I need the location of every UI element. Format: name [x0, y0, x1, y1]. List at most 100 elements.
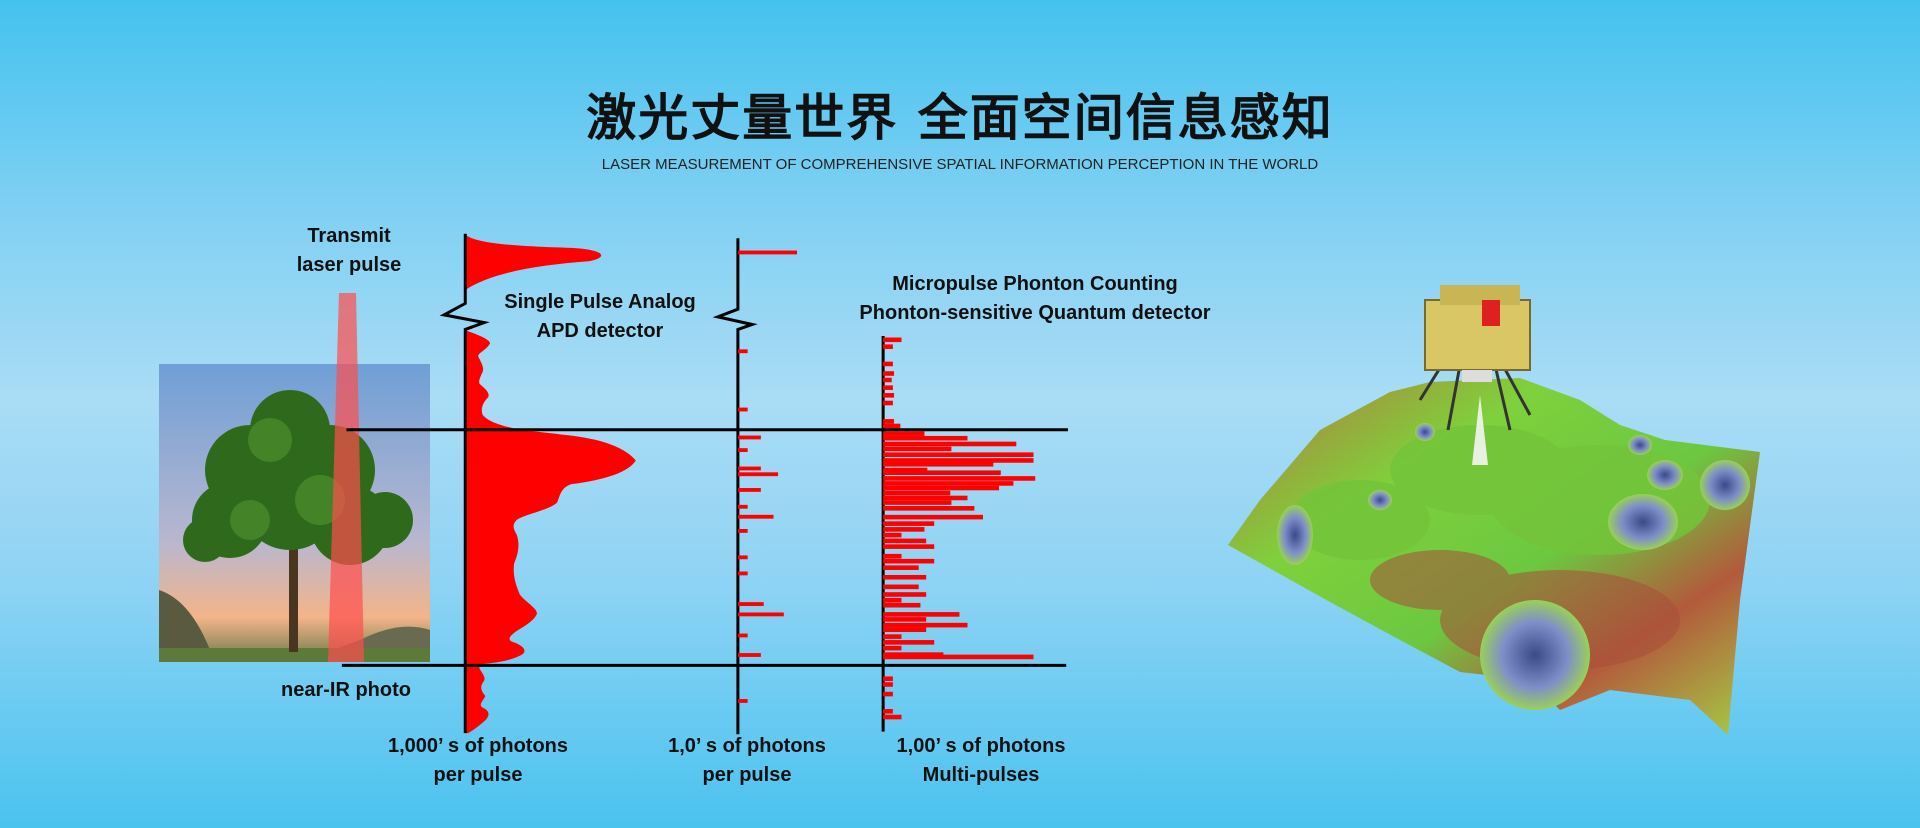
photon-count-bar	[883, 597, 902, 603]
photon-count-bar	[883, 500, 952, 505]
axis-label-analog-line1: 1,000’ s of photons	[387, 735, 569, 757]
lunar-terrain-map	[1228, 378, 1760, 735]
lunar-lander	[1418, 285, 1532, 465]
axis-label-single: 1,0’ s of photons per pulse	[668, 732, 826, 790]
photon-count-bar	[883, 652, 944, 657]
photon-count-bar	[883, 495, 968, 501]
transmit-label-line1: Transmit	[307, 225, 391, 247]
transmit-label-line2: laser pulse	[296, 254, 402, 276]
laser-beam	[328, 293, 364, 662]
photon-count-bar	[883, 682, 893, 687]
photon-count-bar	[883, 337, 902, 343]
photon-count-bar	[737, 472, 779, 477]
photon-count-bar	[737, 653, 761, 657]
micropulse-label-line1: Micropulse Phonton Counting	[892, 273, 1178, 295]
page-title: 激光丈量世界 全面空间信息感知	[586, 89, 1334, 147]
photon-count-bar	[883, 676, 893, 682]
axis-label-multi-line1: 1,00’ s of photons	[896, 735, 1066, 757]
photon-count-bar	[883, 481, 1014, 486]
photon-count-bar	[883, 527, 925, 532]
analog-label-line1: Single Pulse Analog	[504, 291, 696, 313]
photon-count-bar	[737, 504, 748, 509]
page-subtitle: LASER MEASUREMENT OF COMPREHENSIVE SPATI…	[601, 156, 1319, 173]
axis-label-single-line1: 1,0’ s of photons	[668, 735, 826, 757]
photon-count-bar	[883, 431, 925, 436]
photon-count-bar	[883, 584, 919, 590]
analog-label-line2: APD detector	[536, 320, 664, 342]
photon-count-bar	[883, 514, 983, 520]
photon-count-bar	[737, 448, 748, 453]
photon-count-bar	[883, 532, 902, 538]
photon-count-bar	[883, 361, 893, 367]
photon-count-bar	[883, 714, 902, 720]
photon-count-bar	[737, 466, 761, 471]
axis-label-analog: 1,000’ s of photons per pulse	[388, 732, 568, 790]
transmit-label: Transmit laser pulse	[297, 222, 402, 280]
photon-count-bar	[883, 602, 921, 608]
photon-count-bar	[883, 435, 968, 441]
photon-count-bar	[883, 377, 892, 383]
photon-count-bar	[737, 407, 748, 412]
photon-count-bar	[883, 393, 895, 398]
axis-label-single-line2: per pulse	[702, 764, 792, 786]
photon-count-bar	[883, 467, 928, 473]
photon-count-bar	[883, 654, 1034, 660]
axis-single-photon	[718, 238, 752, 734]
photon-count-bar	[883, 627, 927, 633]
photon-count-bar	[883, 565, 919, 570]
photon-count-bar	[737, 699, 748, 703]
photon-count-bar	[883, 470, 1001, 475]
photon-count-bar	[883, 344, 893, 349]
photon-count-bar	[883, 645, 902, 651]
photon-count-bar	[883, 506, 975, 511]
photon-count-bar	[737, 435, 761, 440]
photon-count-bar	[883, 640, 935, 645]
photon-count-bar	[883, 400, 893, 406]
axis-analog	[444, 234, 484, 733]
photon-count-bar	[883, 423, 901, 429]
photon-count-bar	[737, 528, 748, 533]
photon-count-bar	[883, 574, 927, 580]
photon-count-bar	[737, 602, 764, 606]
photon-count-bar	[883, 553, 902, 559]
photon-count-bar	[883, 617, 927, 622]
micropulse-label-line2: Phonton-sensitive Quantum detector	[859, 302, 1211, 324]
photo-label: near-IR photo	[281, 679, 411, 701]
axis-label-multi-line2: Multi-pulses	[922, 764, 1040, 786]
photon-count-bar	[883, 461, 994, 467]
photon-count-bar	[737, 349, 748, 354]
axis-label-analog-line2: per pulse	[433, 764, 523, 786]
photon-count-bar	[883, 371, 895, 376]
photon-count-bar	[883, 709, 893, 714]
micropulse-detector-label: Micropulse Phonton Counting Phonton-sensi…	[859, 270, 1210, 328]
photon-count-bar	[883, 458, 1034, 463]
photon-count-bar	[883, 634, 902, 639]
photon-count-bar	[883, 691, 893, 697]
photon-count-bar	[737, 514, 774, 519]
photon-count-bar	[883, 452, 1034, 457]
photon-count-bar	[737, 250, 798, 255]
photon-count-bar	[883, 446, 952, 452]
photon-count-bar	[737, 555, 748, 560]
photon-count-bar	[883, 521, 935, 526]
photon-count-bar	[883, 538, 927, 544]
photon-count-bar	[883, 558, 935, 564]
photon-count-bar	[883, 490, 951, 496]
analog-waveform	[465, 234, 636, 734]
photon-count-bar	[883, 485, 1000, 491]
photon-count-bar	[737, 571, 748, 576]
tree-photo	[159, 364, 430, 662]
analog-detector-label: Single Pulse Analog APD detector	[504, 288, 696, 346]
photon-count-bar	[737, 488, 761, 492]
photon-count-bar	[883, 385, 893, 390]
photon-count-bar	[883, 612, 960, 617]
photon-count-bar	[883, 419, 895, 424]
photon-count-bar	[883, 441, 1017, 447]
photon-count-bar	[737, 612, 784, 617]
photon-count-bar	[737, 633, 748, 638]
photon-count-bar	[883, 622, 968, 628]
photon-count-bar	[883, 476, 1036, 481]
axis-label-multi: 1,00’ s of photons Multi-pulses	[897, 732, 1066, 790]
photon-count-bar	[883, 544, 935, 549]
